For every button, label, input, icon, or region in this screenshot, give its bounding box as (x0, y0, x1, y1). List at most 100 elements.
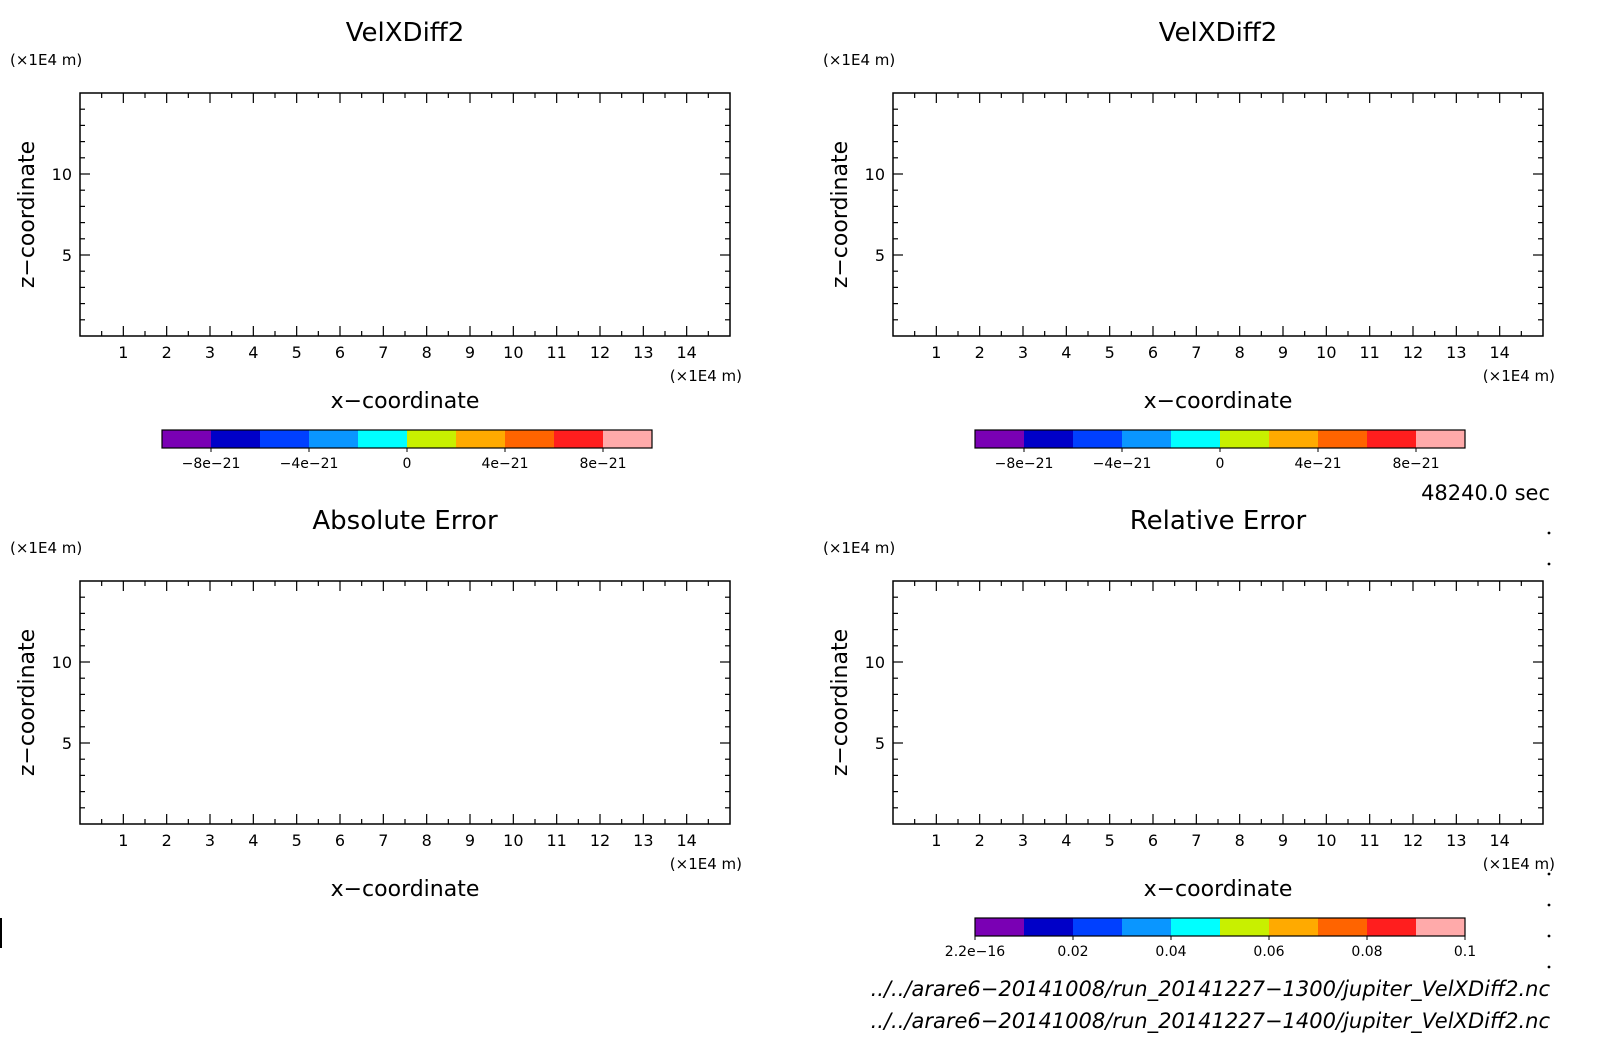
panel-top-left: VelXDiff2(×1E4 m)(×1E4 m)1 2 3 4 5 6 7 8 9 10 11 12… (10, 18, 742, 472)
footer-file-2: ../../arare6−20141008/run_20141227−1400/… (871, 1009, 1551, 1034)
colorbar-swatch (1073, 918, 1122, 936)
x-tick-label: 5 (292, 343, 302, 362)
panel-bottom-left: Absolute Error(×1E4 m)(×1E4 m)1 2 3 4 5 6 7 8 9 1… (10, 506, 742, 902)
colorbar-label: 4e−21 (1294, 456, 1341, 472)
colorbar-swatch (1318, 430, 1367, 448)
x-tick-label: 9 (465, 831, 475, 850)
y-tick-label: 5 (875, 734, 885, 753)
x-tick-label: 8 (1235, 831, 1245, 850)
y-tick-label: 10 (865, 653, 885, 672)
x-tick-label: 11 (546, 343, 566, 362)
panel-title: Absolute Error (312, 506, 498, 536)
x-tick-label: 7 (378, 343, 388, 362)
colorbar-swatch (1416, 918, 1465, 936)
colorbar-swatch (456, 430, 505, 448)
x-tick-label: 12 (1403, 831, 1423, 850)
y-axis-label: z−coordinate (828, 141, 853, 288)
x-tick-label: 2 (975, 831, 985, 850)
margin-dot (1547, 965, 1551, 969)
x-tick-label: 3 (1018, 343, 1028, 362)
colorbar-label: 0.04 (1155, 944, 1186, 960)
colorbar-swatch (1269, 430, 1318, 448)
y-axis-label: z−coordinate (828, 629, 853, 776)
x-tick-label: 2 (162, 831, 172, 850)
colorbar-label: −8e−21 (995, 456, 1054, 472)
x-tick-label: 13 (1446, 343, 1466, 362)
margin-dot (1547, 934, 1551, 938)
colorbar-swatch (162, 430, 211, 448)
x-tick-label: 5 (1105, 831, 1115, 850)
colorbar-swatch (1122, 918, 1171, 936)
x-tick-label: 6 (1148, 343, 1158, 362)
colorbar-label: 0.08 (1351, 944, 1382, 960)
colorbar-swatch (358, 430, 407, 448)
colorbar-label: 8e−21 (1392, 456, 1439, 472)
colorbar-label: 8e−21 (579, 456, 626, 472)
y-tick-label: 10 (52, 165, 72, 184)
colorbar-swatch (603, 430, 652, 448)
margin-dot (1547, 872, 1551, 876)
x-unit-label: (×1E4 m) (670, 855, 742, 873)
y-tick-label: 5 (875, 246, 885, 265)
x-tick-label: 13 (1446, 831, 1466, 850)
colorbar-swatch (211, 430, 260, 448)
y-axis-label: z−coordinate (15, 141, 40, 288)
x-tick-label: 14 (676, 343, 696, 362)
x-tick-label: 5 (292, 831, 302, 850)
colorbar-swatch (1220, 918, 1269, 936)
y-unit-label: (×1E4 m) (10, 539, 82, 557)
plot-frame (892, 92, 1544, 337)
colorbar-swatch (1269, 918, 1318, 936)
x-tick-label: 9 (1278, 343, 1288, 362)
x-tick-label: 11 (1359, 831, 1379, 850)
colorbar-swatch (1122, 430, 1171, 448)
x-tick-label: 1 (118, 343, 128, 362)
x-tick-label: 10 (503, 831, 523, 850)
x-unit-label: (×1E4 m) (1483, 855, 1555, 873)
x-unit-label: (×1E4 m) (670, 367, 742, 385)
x-axis-label: x−coordinate (1144, 877, 1293, 902)
x-tick-label: 7 (378, 831, 388, 850)
x-tick-label: 8 (1235, 343, 1245, 362)
colorbar-label: 0.1 (1454, 944, 1476, 960)
margin-dot (1547, 531, 1551, 535)
colorbar-swatch (1073, 430, 1122, 448)
panel-bottom-right: Relative Error(×1E4 m)(×1E4 m)1 2 3 4 5 6 7 8 9 1… (823, 506, 1555, 960)
x-tick-label: 6 (335, 831, 345, 850)
x-tick-label: 14 (1489, 343, 1509, 362)
x-tick-label: 14 (676, 831, 696, 850)
panel-top-right: VelXDiff2(×1E4 m)(×1E4 m)1 2 3 4 5 6 7 8 9 10 11 12… (823, 18, 1555, 472)
x-tick-label: 4 (1061, 343, 1071, 362)
plot-frame (79, 580, 731, 825)
x-tick-label: 6 (335, 343, 345, 362)
x-tick-label: 10 (503, 343, 523, 362)
x-tick-label: 8 (422, 343, 432, 362)
x-tick-label: 1 (118, 831, 128, 850)
x-tick-label: 7 (1191, 831, 1201, 850)
x-tick-label: 5 (1105, 343, 1115, 362)
colorbar-swatch (1024, 430, 1073, 448)
panel-title: Relative Error (1130, 506, 1307, 536)
colorbar-label: 4e−21 (481, 456, 528, 472)
y-tick-label: 5 (62, 734, 72, 753)
y-tick-label: 5 (62, 246, 72, 265)
x-tick-label: 3 (1018, 831, 1028, 850)
plot-frame (79, 92, 731, 337)
colorbar-swatch (1171, 918, 1220, 936)
x-tick-label: 3 (205, 343, 215, 362)
colorbar-label: 2.2e−16 (945, 944, 1006, 960)
x-tick-label: 7 (1191, 343, 1201, 362)
colorbar-swatch (1171, 430, 1220, 448)
y-unit-label: (×1E4 m) (10, 51, 82, 69)
y-unit-label: (×1E4 m) (823, 539, 895, 557)
y-unit-label: (×1E4 m) (823, 51, 895, 69)
x-tick-label: 1 (931, 343, 941, 362)
x-axis-label: x−coordinate (331, 389, 480, 414)
panel-title: VelXDiff2 (346, 18, 465, 48)
colorbar: −8e−21 −4e−21 0 4e−21 8e−21 (161, 429, 653, 472)
colorbar-swatch (1318, 918, 1367, 936)
x-axis-label: x−coordinate (1144, 389, 1293, 414)
colorbar-swatch (1367, 430, 1416, 448)
x-tick-label: 4 (248, 343, 258, 362)
